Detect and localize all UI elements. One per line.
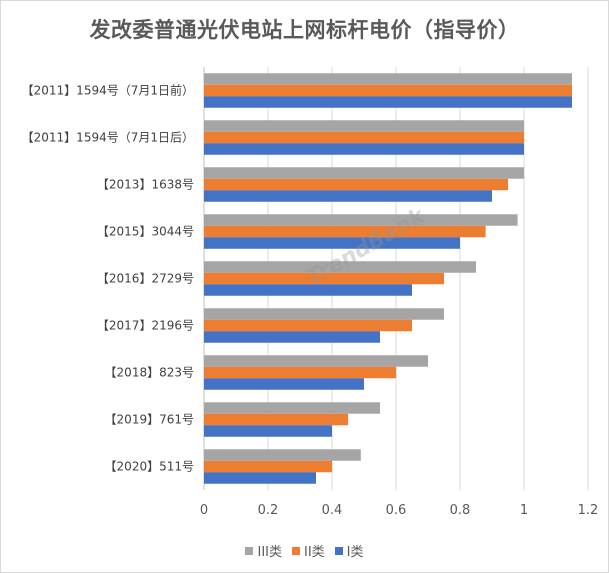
legend-label: III类 [257,545,282,560]
bar-series-1-cat-5 [204,319,412,332]
x-tick-label: 1 [520,503,528,518]
bar-series-0-cat-6 [204,355,428,367]
bar-series-1-cat-3 [204,225,486,238]
legend-swatch [292,546,300,555]
bar-series-2-cat-2 [204,190,492,202]
bar-series-0-cat-4 [204,261,476,273]
category-label: 【2015】3044号 [97,225,194,239]
bar-series-1-cat-1 [204,131,524,144]
category-label: 【2011】1594号（7月1日后） [22,131,194,145]
bar-series-2-cat-5 [204,331,380,343]
legend-swatch [245,546,254,555]
legend-label: I类 [346,545,364,560]
bar-series-2-cat-4 [204,284,412,296]
x-tick-label: 0.8 [450,503,471,518]
category-label: 【2019】761号 [105,413,194,427]
legend: III类 II类 I类 [0,541,609,561]
bar-series-0-cat-8 [204,449,361,461]
bar-series-1-cat-8 [204,460,332,473]
bar-series-1-cat-6 [204,366,396,379]
x-tick-labels: 0 0.2 0.4 0.6 0.8 1 1.2 [200,503,598,518]
bar-series-0-cat-2 [204,167,524,179]
bars-layer [204,73,572,484]
bar-series-2-cat-3 [204,237,460,249]
bar-series-0-cat-1 [204,120,524,132]
bar-series-1-cat-0 [204,84,572,97]
bar-series-0-cat-5 [204,308,444,320]
x-tick-label: 0.6 [386,503,407,518]
category-label: 【2018】823号 [105,366,194,380]
bar-series-2-cat-8 [204,472,316,484]
x-tick-label: 0.4 [322,503,343,518]
bar-series-1-cat-7 [204,413,348,426]
bar-series-1-cat-4 [204,272,444,285]
category-label: 【2011】1594号（7月1日前） [22,83,194,98]
category-label: 【2016】2729号 [97,272,194,286]
bar-series-2-cat-0 [204,96,572,108]
category-labels: 【2011】1594号（7月1日前） 【2011】1594号（7月1日后） 【201… [22,83,194,474]
category-label: 【2013】1638号 [97,178,194,192]
bar-series-2-cat-6 [204,378,364,390]
bar-series-1-cat-2 [204,178,508,191]
x-tick-label: 0.2 [258,503,279,518]
bar-series-0-cat-3 [204,214,518,226]
bar-series-2-cat-1 [204,143,524,155]
bar-series-2-cat-7 [204,425,332,437]
legend-item: I类 [334,541,364,560]
legend-item: III类 [245,541,282,560]
category-label: 【2017】2196号 [97,319,194,333]
x-tick-label: 1.2 [578,503,599,518]
chart-title: 发改委普通光伏电站上网标杆电价（指导价） [89,18,520,42]
legend-label: II类 [304,545,325,560]
bar-series-0-cat-7 [204,402,380,414]
x-tick-label: 0 [200,503,208,518]
legend-swatch [334,546,343,555]
bar-series-0-cat-0 [204,73,572,85]
category-label: 【2020】511号 [105,460,194,474]
legend-item: II类 [292,541,325,560]
